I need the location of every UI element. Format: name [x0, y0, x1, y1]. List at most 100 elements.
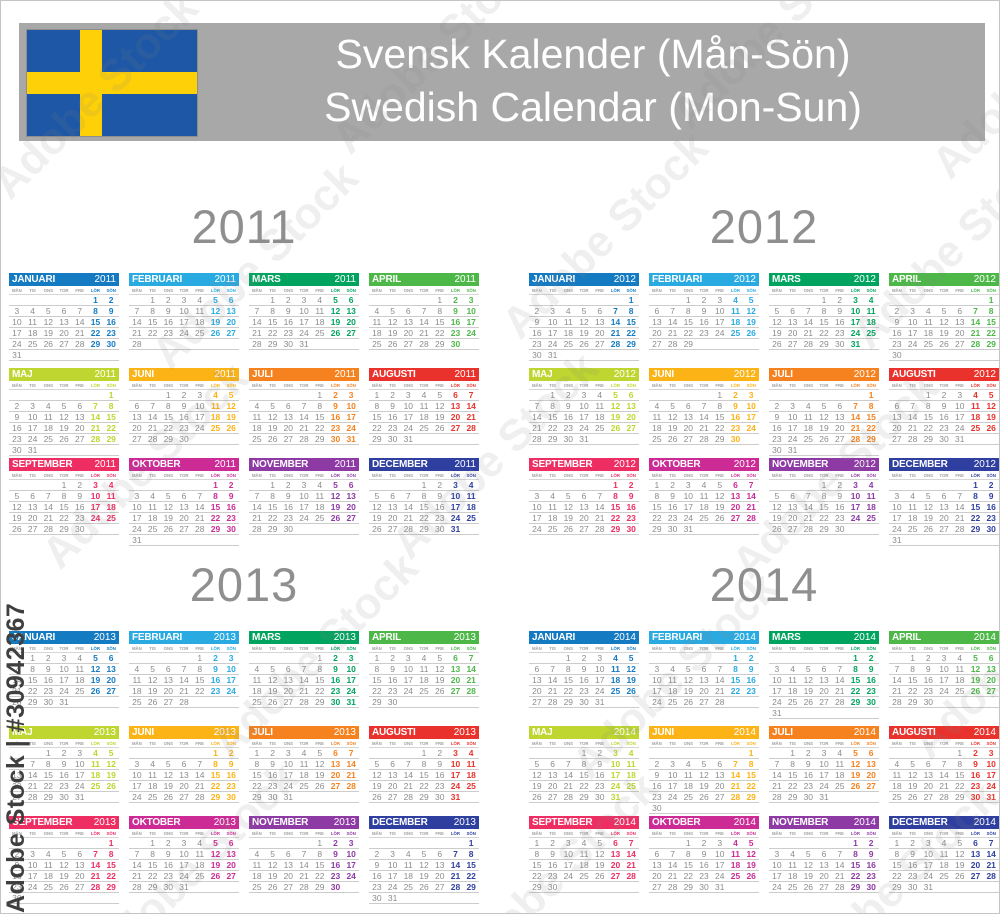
day-cell: 24	[907, 339, 918, 349]
day-cell: 21	[466, 675, 476, 685]
weekday-label: FRE	[595, 472, 605, 478]
day-cell: 19	[907, 781, 918, 791]
day-cell: 11	[970, 401, 980, 411]
day-cell: 31	[346, 434, 356, 444]
day-cell: 23	[730, 423, 741, 433]
day-cell	[665, 838, 681, 848]
day-cell	[560, 350, 576, 360]
day-cell: 31	[450, 792, 461, 802]
weekday-label: LÖR	[210, 830, 220, 836]
day-cell: 23	[803, 781, 814, 791]
day-cell: 31	[27, 445, 38, 455]
day-cell: 21	[195, 781, 205, 791]
day-cell: 20	[683, 423, 694, 433]
weekday-label: MÅN	[251, 645, 262, 651]
day-cell: 6	[868, 748, 874, 758]
day-cell: 11	[788, 675, 797, 685]
day-cell	[432, 893, 448, 903]
day-cell: 1	[270, 480, 275, 490]
day-cell	[448, 838, 464, 848]
day-cell: 16	[450, 317, 461, 327]
day-cell: 22	[610, 513, 621, 523]
week-row: 1	[9, 838, 119, 849]
weekday-header-row: MÅN TIS ONS TOR FRE LÖR SÖN	[889, 739, 999, 748]
month-card-april-2011: APRIL 2011 MÅN TIS ONS TOR FRE LÖR SÖN 1 2 3 4 5 6 7 8 9 1…	[369, 273, 479, 350]
month-name: FEBRUARI	[652, 632, 703, 643]
week-row: 25 26 27 28	[129, 697, 239, 708]
month-year: 2014	[973, 727, 996, 738]
day-cell: 8	[213, 491, 218, 501]
day-cell: 18	[252, 423, 262, 433]
day-cell: 7	[405, 491, 411, 501]
day-cell: 16	[59, 770, 69, 780]
day-cell: 7	[93, 401, 98, 411]
day-cell: 24	[75, 781, 85, 791]
day-cell	[728, 524, 744, 534]
weekday-label: LÖR	[330, 287, 340, 293]
weekday-label: TIS	[29, 382, 36, 388]
week-row: 22 23 24 25 26 27 28	[369, 686, 479, 697]
day-cell: 16	[330, 675, 341, 685]
day-cell	[25, 350, 41, 360]
weekday-label: MÅN	[11, 287, 22, 293]
day-cell: 22	[372, 686, 382, 696]
day-cell: 13	[226, 306, 236, 316]
day-cell: 24	[986, 781, 996, 791]
day-cell: 10	[772, 860, 782, 870]
day-cell: 25	[403, 882, 414, 892]
day-cell	[665, 390, 681, 400]
day-cell: 23	[532, 339, 542, 349]
day-cell: 30	[730, 434, 741, 444]
day-cell: 16	[12, 423, 22, 433]
day-cell: 14	[803, 502, 814, 512]
weekday-label: TOR	[299, 645, 309, 651]
day-cell: 2	[390, 653, 395, 663]
day-cell: 6	[654, 306, 660, 316]
day-cell: 28	[939, 792, 949, 802]
day-cell: 29	[787, 792, 798, 802]
day-cell: 27	[683, 434, 694, 444]
day-cell: 10	[346, 664, 356, 674]
day-cell: 21	[43, 513, 54, 523]
day-cell: 21	[610, 328, 621, 338]
day-cell: 8	[853, 849, 858, 859]
month-header: JUNI 2012	[649, 368, 759, 381]
day-cell: 28	[419, 339, 429, 349]
day-cell: 28	[907, 434, 918, 444]
day-cell: 4	[254, 401, 260, 411]
day-cell: 1	[988, 295, 994, 305]
day-cell: 19	[803, 871, 814, 881]
week-row: 16 17 18 19 20 21 22	[9, 871, 119, 882]
day-cell	[25, 480, 41, 490]
month-name: JANUARI	[12, 274, 56, 285]
day-cell: 23	[595, 781, 605, 791]
week-row: 21 22 23 24 25 26 27	[889, 686, 999, 697]
day-cell: 28	[532, 434, 542, 444]
day-cell: 7	[941, 759, 947, 769]
day-cell: 30	[106, 339, 116, 349]
week-row: 31	[9, 350, 119, 361]
day-cell: 15	[892, 860, 902, 870]
day-cell: 6	[228, 838, 234, 848]
month-name: SEPTEMBER	[532, 817, 593, 828]
month-header: OKTOBER 2014	[649, 816, 759, 829]
day-cell: 23	[330, 686, 341, 696]
day-cell: 23	[163, 328, 174, 338]
week-row: 20 21 22 23 24 25 26	[529, 686, 639, 697]
day-cell: 28	[803, 339, 814, 349]
month-name: SEPTEMBER	[12, 817, 73, 828]
day-cell: 29	[923, 434, 934, 444]
week-row: 23 24 25 26 27 28 29	[369, 882, 479, 893]
day-cell: 24	[955, 423, 965, 433]
day-cell: 11	[28, 317, 37, 327]
week-row: 5 6 7 8 9 10 11	[769, 306, 879, 317]
day-cell: 26	[330, 513, 341, 523]
day-cell: 4	[894, 759, 900, 769]
day-cell: 22	[267, 328, 278, 338]
day-cell: 24	[892, 524, 902, 534]
day-cell: 22	[547, 423, 558, 433]
weekday-label: TIS	[149, 472, 156, 478]
day-cell	[728, 339, 744, 349]
day-cell: 13	[715, 770, 725, 780]
